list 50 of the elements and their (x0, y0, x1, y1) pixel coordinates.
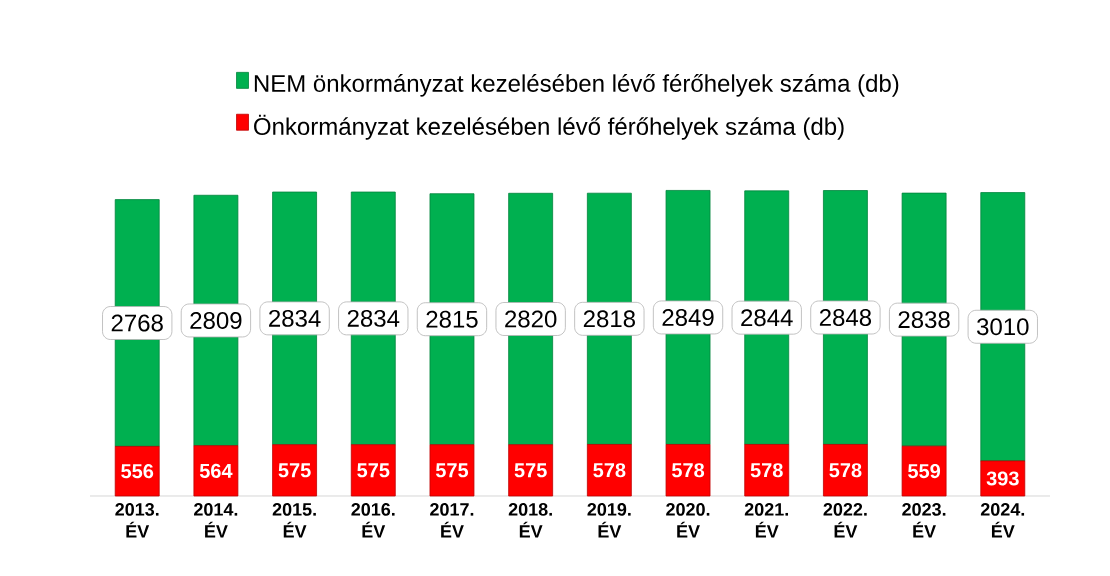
legend-label: NEM önkormányzat kezelésében lévő férőhelyek száma (db) (254, 74, 899, 97)
x-tick-label: 2024. ÉV (980, 503, 1025, 538)
bar (429, 444, 475, 497)
data-label: 3010 (977, 318, 1029, 336)
data-label: 575 (357, 463, 390, 478)
data-label: 2815 (426, 310, 478, 328)
data-label: 2768 (111, 314, 163, 332)
x-tick-label: 2021. ÉV (744, 503, 788, 538)
data-label: 578 (671, 463, 705, 478)
bar (980, 460, 1026, 497)
data-label: 564 (199, 463, 233, 478)
x-tick-label: 2020. ÉV (666, 503, 710, 538)
bar (586, 444, 632, 497)
bar (193, 445, 239, 497)
data-label: 2818 (583, 310, 635, 328)
data-label: 2838 (898, 311, 950, 329)
data-label: 2820 (505, 310, 557, 328)
bar (272, 444, 317, 497)
bar (350, 444, 396, 497)
x-tick-label: 2018. ÉV (508, 503, 552, 538)
data-label: 578 (829, 463, 862, 478)
legend-label: Önkormányzat kezelésében lévő férőhelyek száma (db) (254, 114, 844, 140)
data-label: 2809 (190, 311, 242, 329)
data-label: 2834 (269, 309, 321, 327)
data-label: 575 (435, 463, 469, 478)
data-label: 578 (593, 463, 626, 478)
bar (823, 444, 868, 497)
data-label: 2848 (819, 309, 872, 326)
data-label: 575 (514, 463, 547, 478)
bar (114, 446, 160, 497)
data-label: 575 (278, 463, 311, 478)
data-label: 578 (750, 463, 783, 478)
x-tick-label: 2023. ÉV (902, 503, 946, 538)
bar (901, 445, 947, 497)
bar (744, 444, 790, 497)
x-tick-label: 2013. ÉV (115, 503, 159, 538)
bar (508, 444, 554, 497)
x-tick-label: 2017. ÉV (430, 503, 474, 538)
data-label: 393 (986, 471, 1019, 486)
data-label: 2844 (741, 309, 793, 327)
data-label: 556 (121, 464, 154, 479)
x-tick-label: 2014. ÉV (194, 503, 238, 538)
data-label: 559 (908, 463, 941, 479)
data-label: 2834 (347, 309, 400, 327)
data-label: 2849 (662, 308, 714, 326)
x-tick-label: 2022. ÉV (823, 503, 867, 538)
x-tick-label: 2016. ÉV (351, 503, 395, 538)
bar (665, 444, 711, 497)
x-tick-label: 2019. ÉV (587, 503, 631, 538)
x-tick-label: 2015. ÉV (272, 503, 316, 538)
